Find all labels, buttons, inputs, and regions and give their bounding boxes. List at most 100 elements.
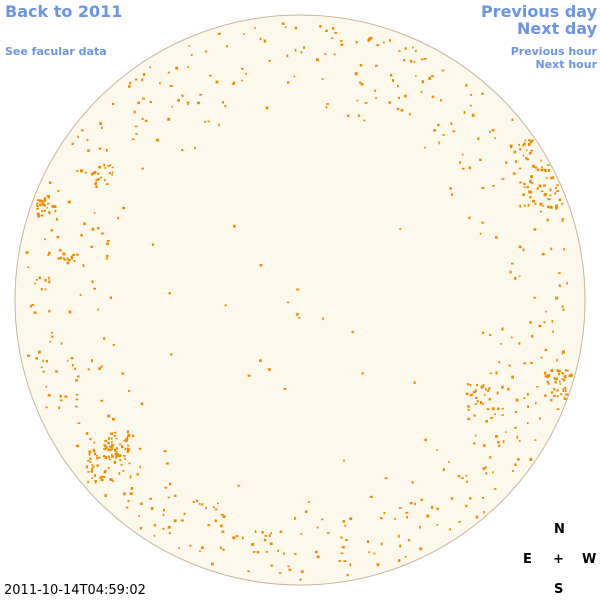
facula-speck (43, 209, 46, 212)
facula-speck (252, 551, 256, 553)
facula-speck (106, 239, 110, 242)
facula-speck (232, 536, 236, 540)
facula-speck (294, 26, 298, 30)
facula-speck (76, 170, 79, 172)
facula-speck (214, 508, 218, 511)
facula-speck (540, 159, 542, 162)
facula-speck (247, 570, 250, 573)
facula-speck (112, 480, 115, 483)
facula-speck (505, 161, 508, 164)
facula-speck (142, 73, 146, 76)
facula-speck (523, 362, 527, 365)
facula-speck (212, 506, 215, 508)
facula-speck (42, 370, 45, 373)
facula-speck (93, 212, 96, 214)
compass-east-label: E (523, 552, 532, 567)
facula-speck (518, 245, 522, 249)
facula-speck (404, 94, 407, 98)
facula-speck (420, 90, 423, 93)
facula-speck (112, 417, 115, 421)
facula-speck (214, 519, 217, 523)
facula-speck (77, 135, 79, 138)
facula-speck (563, 375, 567, 379)
facula-speck (138, 447, 142, 450)
facula-speck (355, 41, 358, 44)
facula-speck (173, 519, 177, 523)
facula-speck (181, 149, 184, 152)
facula-speck (100, 365, 103, 368)
next-day-link[interactable]: Next day (517, 19, 597, 38)
facula-speck (288, 568, 292, 571)
facula-speck (563, 396, 566, 400)
facula-speck (558, 372, 560, 376)
facula-speck (264, 535, 268, 537)
facula-speck (564, 389, 567, 393)
facula-speck (405, 511, 409, 514)
facula-speck (233, 81, 236, 84)
facula-speck (150, 507, 154, 510)
facula-speck (529, 457, 533, 461)
facula-speck (340, 552, 344, 555)
facula-speck (522, 248, 525, 252)
facula-speck (197, 101, 200, 105)
facula-speck (259, 264, 263, 267)
facula-speck (153, 534, 156, 537)
facula-speck (411, 481, 414, 484)
facula-speck (466, 383, 470, 386)
facula-speck (38, 276, 41, 280)
facula-speck (44, 238, 46, 241)
facula-speck (424, 438, 427, 442)
facula-speck (556, 358, 558, 362)
facula-speck (27, 266, 30, 268)
facula-speck (36, 204, 39, 207)
facula-speck (562, 389, 565, 392)
facula-speck (515, 160, 518, 163)
facula-speck (92, 449, 96, 453)
facula-speck (556, 408, 560, 410)
facula-speck (516, 435, 519, 439)
facula-speck (265, 551, 269, 553)
facula-speck (135, 133, 138, 135)
facula-speck (139, 526, 143, 530)
facula-speck (485, 388, 487, 391)
facula-speck (457, 474, 461, 478)
facula-speck (485, 472, 488, 475)
facular-data-link[interactable]: See facular data (5, 45, 107, 58)
facula-speck (96, 464, 99, 467)
facula-speck (111, 102, 115, 105)
previous-day-link[interactable]: Previous day (480, 2, 597, 21)
facula-speck (531, 334, 534, 338)
facula-speck (92, 172, 95, 175)
previous-hour-link[interactable]: Previous hour (510, 45, 597, 58)
facula-speck (104, 439, 107, 442)
facula-speck (358, 81, 362, 84)
facula-speck (494, 413, 496, 416)
back-to-year-link[interactable]: Back to 2011 (5, 2, 123, 21)
facula-speck (541, 166, 543, 169)
facula-speck (544, 371, 547, 375)
facula-speck (527, 203, 530, 207)
facula-speck (540, 190, 544, 193)
facula-speck (294, 553, 297, 555)
facula-speck (91, 464, 94, 467)
facula-speck (558, 272, 561, 274)
facula-speck (51, 335, 54, 338)
facula-speck (270, 564, 273, 567)
facula-speck (497, 441, 500, 444)
facula-speck (404, 555, 407, 558)
facula-speck (136, 473, 139, 476)
facula-speck (70, 256, 74, 260)
facula-speck (561, 378, 564, 380)
facula-speck (529, 196, 532, 198)
facula-speck (303, 46, 305, 49)
facula-speck (440, 98, 442, 102)
facula-speck (217, 502, 219, 505)
facula-speck (450, 122, 453, 125)
facula-speck (94, 182, 97, 186)
facula-speck (501, 327, 504, 331)
next-hour-link[interactable]: Next hour (535, 58, 598, 71)
facula-speck (58, 406, 60, 410)
facula-speck (251, 544, 254, 547)
facula-speck (107, 414, 111, 418)
facula-speck (556, 395, 559, 398)
